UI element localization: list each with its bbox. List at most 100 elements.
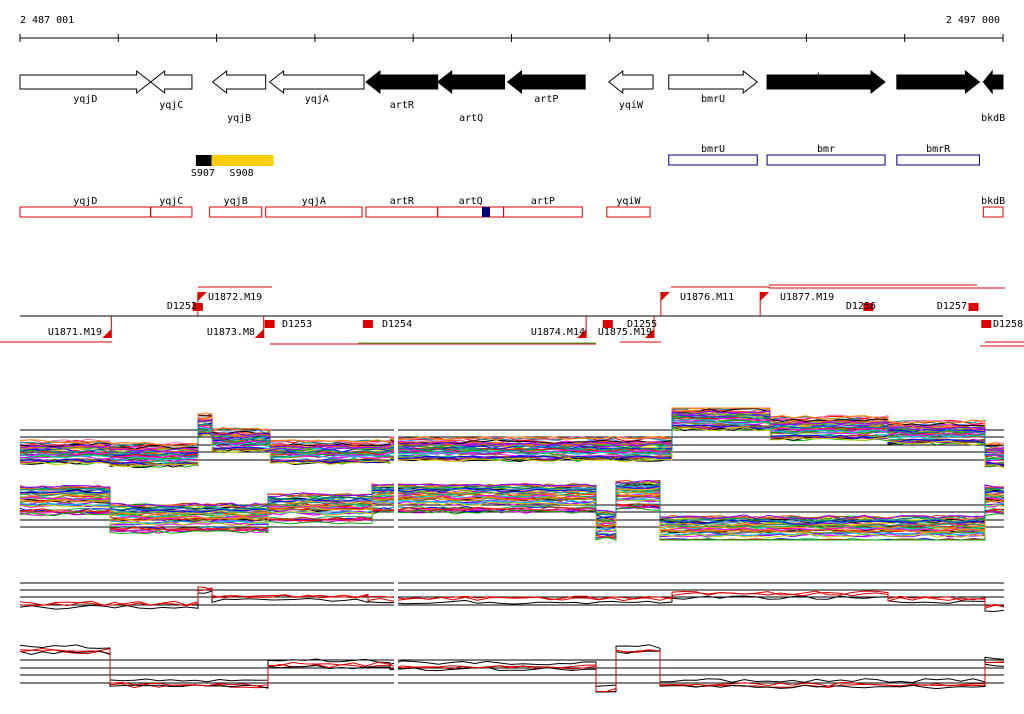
transcript-label-artR: artR [390,196,415,207]
gene-label-artP: artP [534,94,558,105]
feature-label-D1254: D1254 [382,319,412,330]
coordinate-end-label: 2 497 000 [946,15,1000,26]
gene-arrow-bmr [766,69,886,95]
gap-marker [394,478,398,542]
promoter-flag-U1872.M19 [197,292,207,301]
feature-label-D1253: D1253 [282,319,312,330]
transcript-box-artP [503,206,583,218]
gene-arrow-artP [506,69,586,95]
srna-track: S907 S908 [191,155,274,179]
promoter-flag-U1876.M11 [660,292,670,301]
gene-label-artR: artR [390,100,415,111]
operon-label-bmrR: bmrR [926,144,951,155]
gene-label-yqiW: yqiW [619,100,644,111]
expression-panel [19,638,1005,694]
expression-profile-line [19,487,1005,528]
gene-arrow-yqjA [268,69,365,95]
transcript-box-bkdB [982,206,1004,218]
srna-box-S907 [195,155,212,166]
operon-box-bmrR [896,154,980,166]
expression-profile-line [19,490,1005,530]
gene-label-yqjD: yqjD [73,94,97,105]
gene-label-bkdB: bkdB [981,113,1005,124]
gap-marker [394,638,398,694]
expression-panel [19,478,1005,542]
transcript-label-bkdB: bkdB [981,196,1005,207]
operon-box-bmrU [668,154,758,166]
expression-panel [19,406,1005,470]
expression-profile-line [19,479,1005,520]
gene-arrow-artQ [436,69,506,95]
gene-label-yqjA: yqjA [305,94,329,105]
expression-profile-line [19,416,1005,458]
gene-arrow-bmrU [668,69,759,95]
gene-arrow-yqjB [211,69,267,95]
expression-profile-line [19,503,1005,541]
expression-profile-line [19,506,1005,541]
transcript-label-yqjA: yqjA [302,196,326,207]
gap-marker [394,563,398,622]
gene-track: yqjD yqjC yqjB yqjA artR artQ artP yqiW bmrU bmr b… [19,69,1005,124]
transcript-box-yqjD [19,206,152,218]
transcript-label-yqjD: yqjD [73,196,97,207]
transcript-box-yqjA [265,206,363,218]
expression-profile-line [19,485,1005,525]
gene-label-bmrR: bmrR [926,81,951,92]
gene-label-yqjB: yqjB [227,113,251,124]
feature-label-U1876.M11: U1876.M11 [680,292,734,303]
feature-label-U1877.M19: U1877.M19 [780,292,834,303]
operon-track-blue: bmrU bmr bmrR [668,144,980,166]
expression-profile-line [19,485,1005,525]
feature-label-U1871.M19: U1871.M19 [48,327,102,338]
expression-profile-line [19,407,1005,448]
srna-label-S907: S907 [191,168,215,179]
gene-arrow-bkdB [982,69,1004,95]
feature-label-D1255: D1255 [627,319,657,330]
transcript-label-artP: artP [531,196,555,207]
gene-arrow-yqiW [607,69,654,95]
expression-profile-line [19,419,1005,461]
expression-profile-tracks [19,406,1005,694]
expression-profile-line [19,424,1005,466]
feature-label-D1258: D1258 [993,319,1023,330]
expression-profile-line [19,647,1005,693]
expression-profile-line [19,419,1005,462]
terminator-D1257 [968,303,979,311]
transcript-box-yqjC [150,206,193,218]
expression-profile-line [19,479,1005,520]
terminator-D1255 [602,320,613,328]
expression-profile-line [19,649,1005,693]
terminator-D1253 [264,320,275,328]
transcript-box-artR [365,206,439,218]
srna-box-S908 [211,155,274,166]
gene-arrow-artR [365,69,439,95]
terminator-D1254 [362,320,373,328]
expression-profile-line [19,493,1005,533]
blue-marker [481,207,490,217]
promoter-flag-U1873.M8 [254,329,264,338]
promoter-flag-U1874.M14 [577,329,587,338]
gene-arrow-bmrR [896,69,981,95]
terminator-D1252 [192,303,203,311]
promoter-flag-U1871.M19 [102,329,112,338]
transcript-box-yqiW [606,206,651,218]
operon-label-bmr: bmr [817,144,835,155]
expression-profile-line [19,644,1005,687]
gene-label-yqjC: yqjC [159,100,183,111]
expression-profile-line [19,426,1005,468]
expression-profile-line [19,415,1005,458]
gene-arrow-yqjC [149,69,193,95]
promoter-flag-U1875.M19 [645,329,655,338]
coordinate-start-label: 2 487 001 [20,15,74,26]
feature-label-U1873.M8: U1873.M8 [207,327,255,338]
operon-track-red: yqjD yqjC yqjB yqjA artR artQ artP yqiW bkdB [19,196,1005,218]
expression-panel [19,563,1005,622]
transcript-label-yqiW: yqiW [616,196,641,207]
gene-label-bmr: bmr [817,72,835,83]
expression-profile-line [19,586,1005,608]
promoter-flag-U1877.M19 [760,292,770,301]
expression-profile-line [19,410,1005,452]
feature-label-U1872.M19: U1872.M19 [208,292,262,303]
terminator-D1258 [981,320,992,328]
gene-label-artQ: artQ [459,113,483,124]
